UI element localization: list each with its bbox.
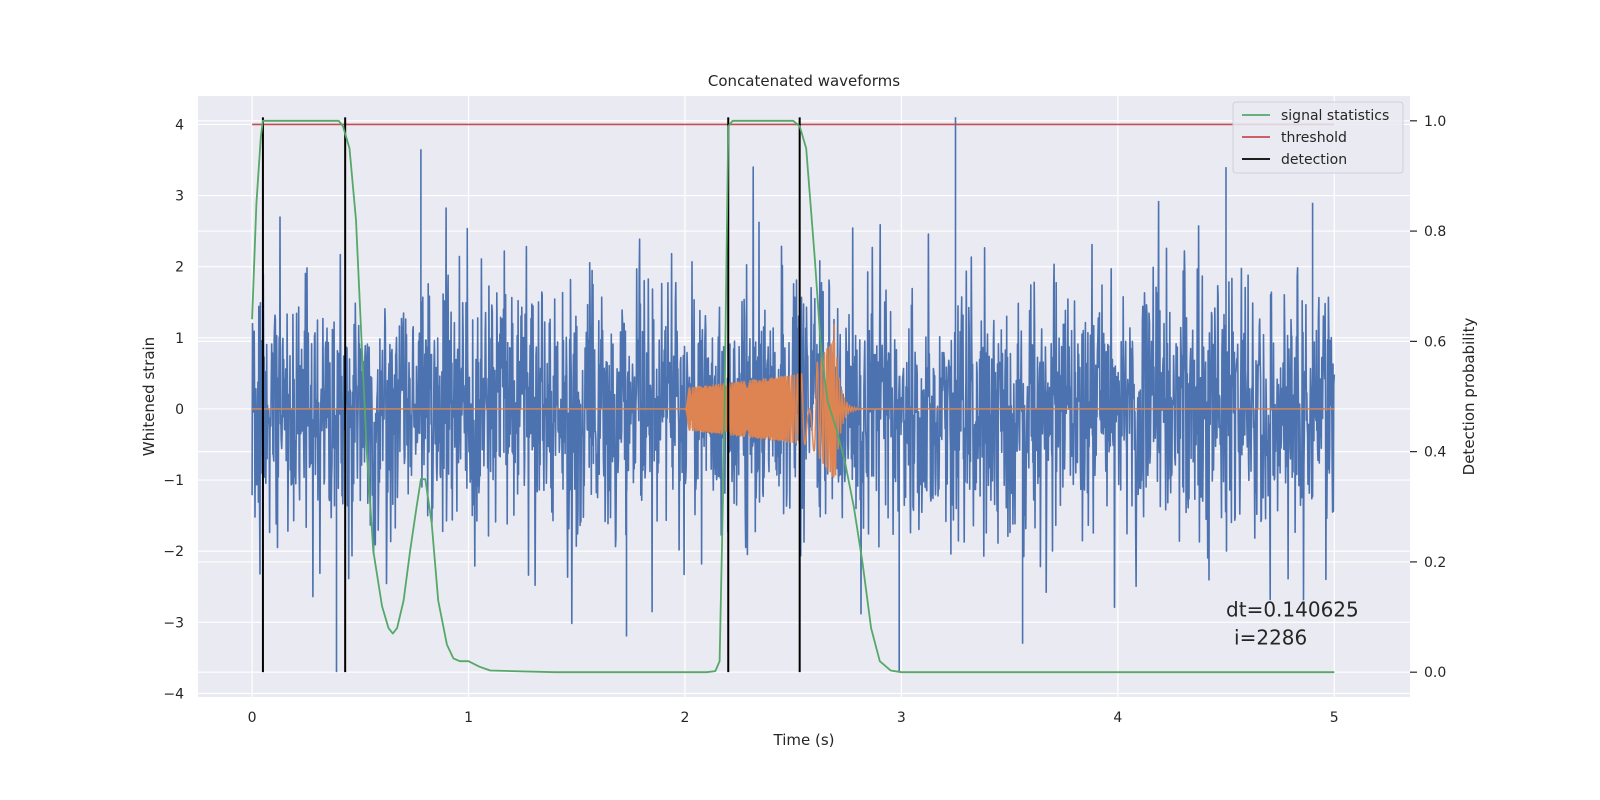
- chart-title: Concatenated waveforms: [708, 72, 900, 90]
- y-right-axis-label: Detection probability: [1460, 318, 1478, 476]
- x-tick-label: 2: [681, 710, 690, 726]
- y-tick-label: −1: [163, 473, 184, 489]
- y-right-tick-label: 0.0: [1424, 665, 1446, 681]
- y-tick-label: 4: [175, 117, 184, 133]
- y-ticks: −4 −3 −2 −1 0 1 2 3 4: [163, 117, 184, 702]
- y-tick-label: 0: [175, 402, 184, 418]
- y-axis-label: Whitened strain: [140, 337, 158, 456]
- annotation-dt: dt=0.140625: [1226, 598, 1359, 622]
- legend: signal statistics threshold detection: [1232, 101, 1404, 174]
- y-tick-label: −3: [163, 615, 184, 631]
- strain-series-line: [251, 117, 1336, 673]
- x-axis-label: Time (s): [773, 731, 835, 749]
- x-tick-label: 4: [1113, 710, 1122, 726]
- data-layer: [251, 117, 1336, 674]
- y-tick-label: 2: [175, 260, 184, 276]
- legend-entry: signal statistics: [1281, 108, 1389, 124]
- y-tick-label: 1: [175, 331, 184, 347]
- annotation-index: i=2286: [1234, 626, 1307, 650]
- legend-entry: detection: [1281, 152, 1347, 168]
- x-tick-label: 1: [464, 710, 473, 726]
- x-ticks: 0 1 2 3 4 5: [248, 710, 1339, 726]
- y-tick-label: −4: [163, 686, 184, 702]
- y-right-ticks: 0.0 0.2 0.4 0.6 0.8 1.0: [1410, 114, 1446, 681]
- y-tick-label: −2: [163, 544, 184, 560]
- y-right-tick-label: 1.0: [1424, 114, 1446, 130]
- y-right-tick-label: 0.2: [1424, 555, 1446, 571]
- x-tick-label: 5: [1330, 710, 1339, 726]
- y-right-tick-label: 0.8: [1424, 224, 1446, 240]
- signal-statistics-line: [251, 119, 1335, 674]
- legend-entry: threshold: [1281, 130, 1347, 146]
- y-right-tick-label: 0.6: [1424, 334, 1446, 350]
- legend-box: [1232, 101, 1404, 174]
- waveform-series-line: [252, 323, 1335, 479]
- x-tick-label: 0: [248, 710, 257, 726]
- annotation: dt=0.140625 i=2286: [1226, 598, 1359, 650]
- y-right-tick-label: 0.4: [1424, 445, 1446, 461]
- y-tick-label: 3: [175, 189, 184, 205]
- x-tick-label: 3: [897, 710, 906, 726]
